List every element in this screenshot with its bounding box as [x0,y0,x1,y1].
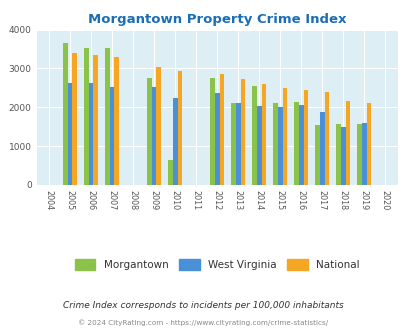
Bar [235,103,240,185]
Bar [273,103,277,185]
Bar [261,84,266,185]
Bar [335,123,340,185]
Bar [282,88,286,185]
Bar [147,78,151,185]
Bar [366,103,370,185]
Bar [93,55,98,185]
Bar [315,125,319,185]
Bar [231,103,235,185]
Bar [210,78,214,185]
Bar [252,86,256,185]
Bar [84,48,89,185]
Text: Crime Index corresponds to incidents per 100,000 inhabitants: Crime Index corresponds to incidents per… [62,301,343,310]
Bar [324,92,328,185]
Bar [219,74,224,185]
Title: Morgantown Property Crime Index: Morgantown Property Crime Index [88,13,345,26]
Bar [177,71,182,185]
Bar [168,160,173,185]
Bar [110,87,114,185]
Bar [214,92,219,185]
Bar [63,43,68,185]
Bar [340,127,345,185]
Bar [294,102,298,185]
Text: © 2024 CityRating.com - https://www.cityrating.com/crime-statistics/: © 2024 CityRating.com - https://www.city… [78,319,327,326]
Bar [156,67,161,185]
Bar [298,105,303,185]
Bar [240,79,245,185]
Bar [345,101,350,185]
Bar [105,48,110,185]
Bar [89,83,93,185]
Bar [277,107,282,185]
Bar [319,112,324,185]
Bar [114,57,119,185]
Bar [173,98,177,185]
Bar [303,90,307,185]
Bar [361,123,366,185]
Legend: Morgantown, West Virginia, National: Morgantown, West Virginia, National [70,255,363,274]
Bar [356,124,361,185]
Bar [151,87,156,185]
Bar [68,83,72,185]
Bar [256,106,261,185]
Bar [72,53,77,185]
